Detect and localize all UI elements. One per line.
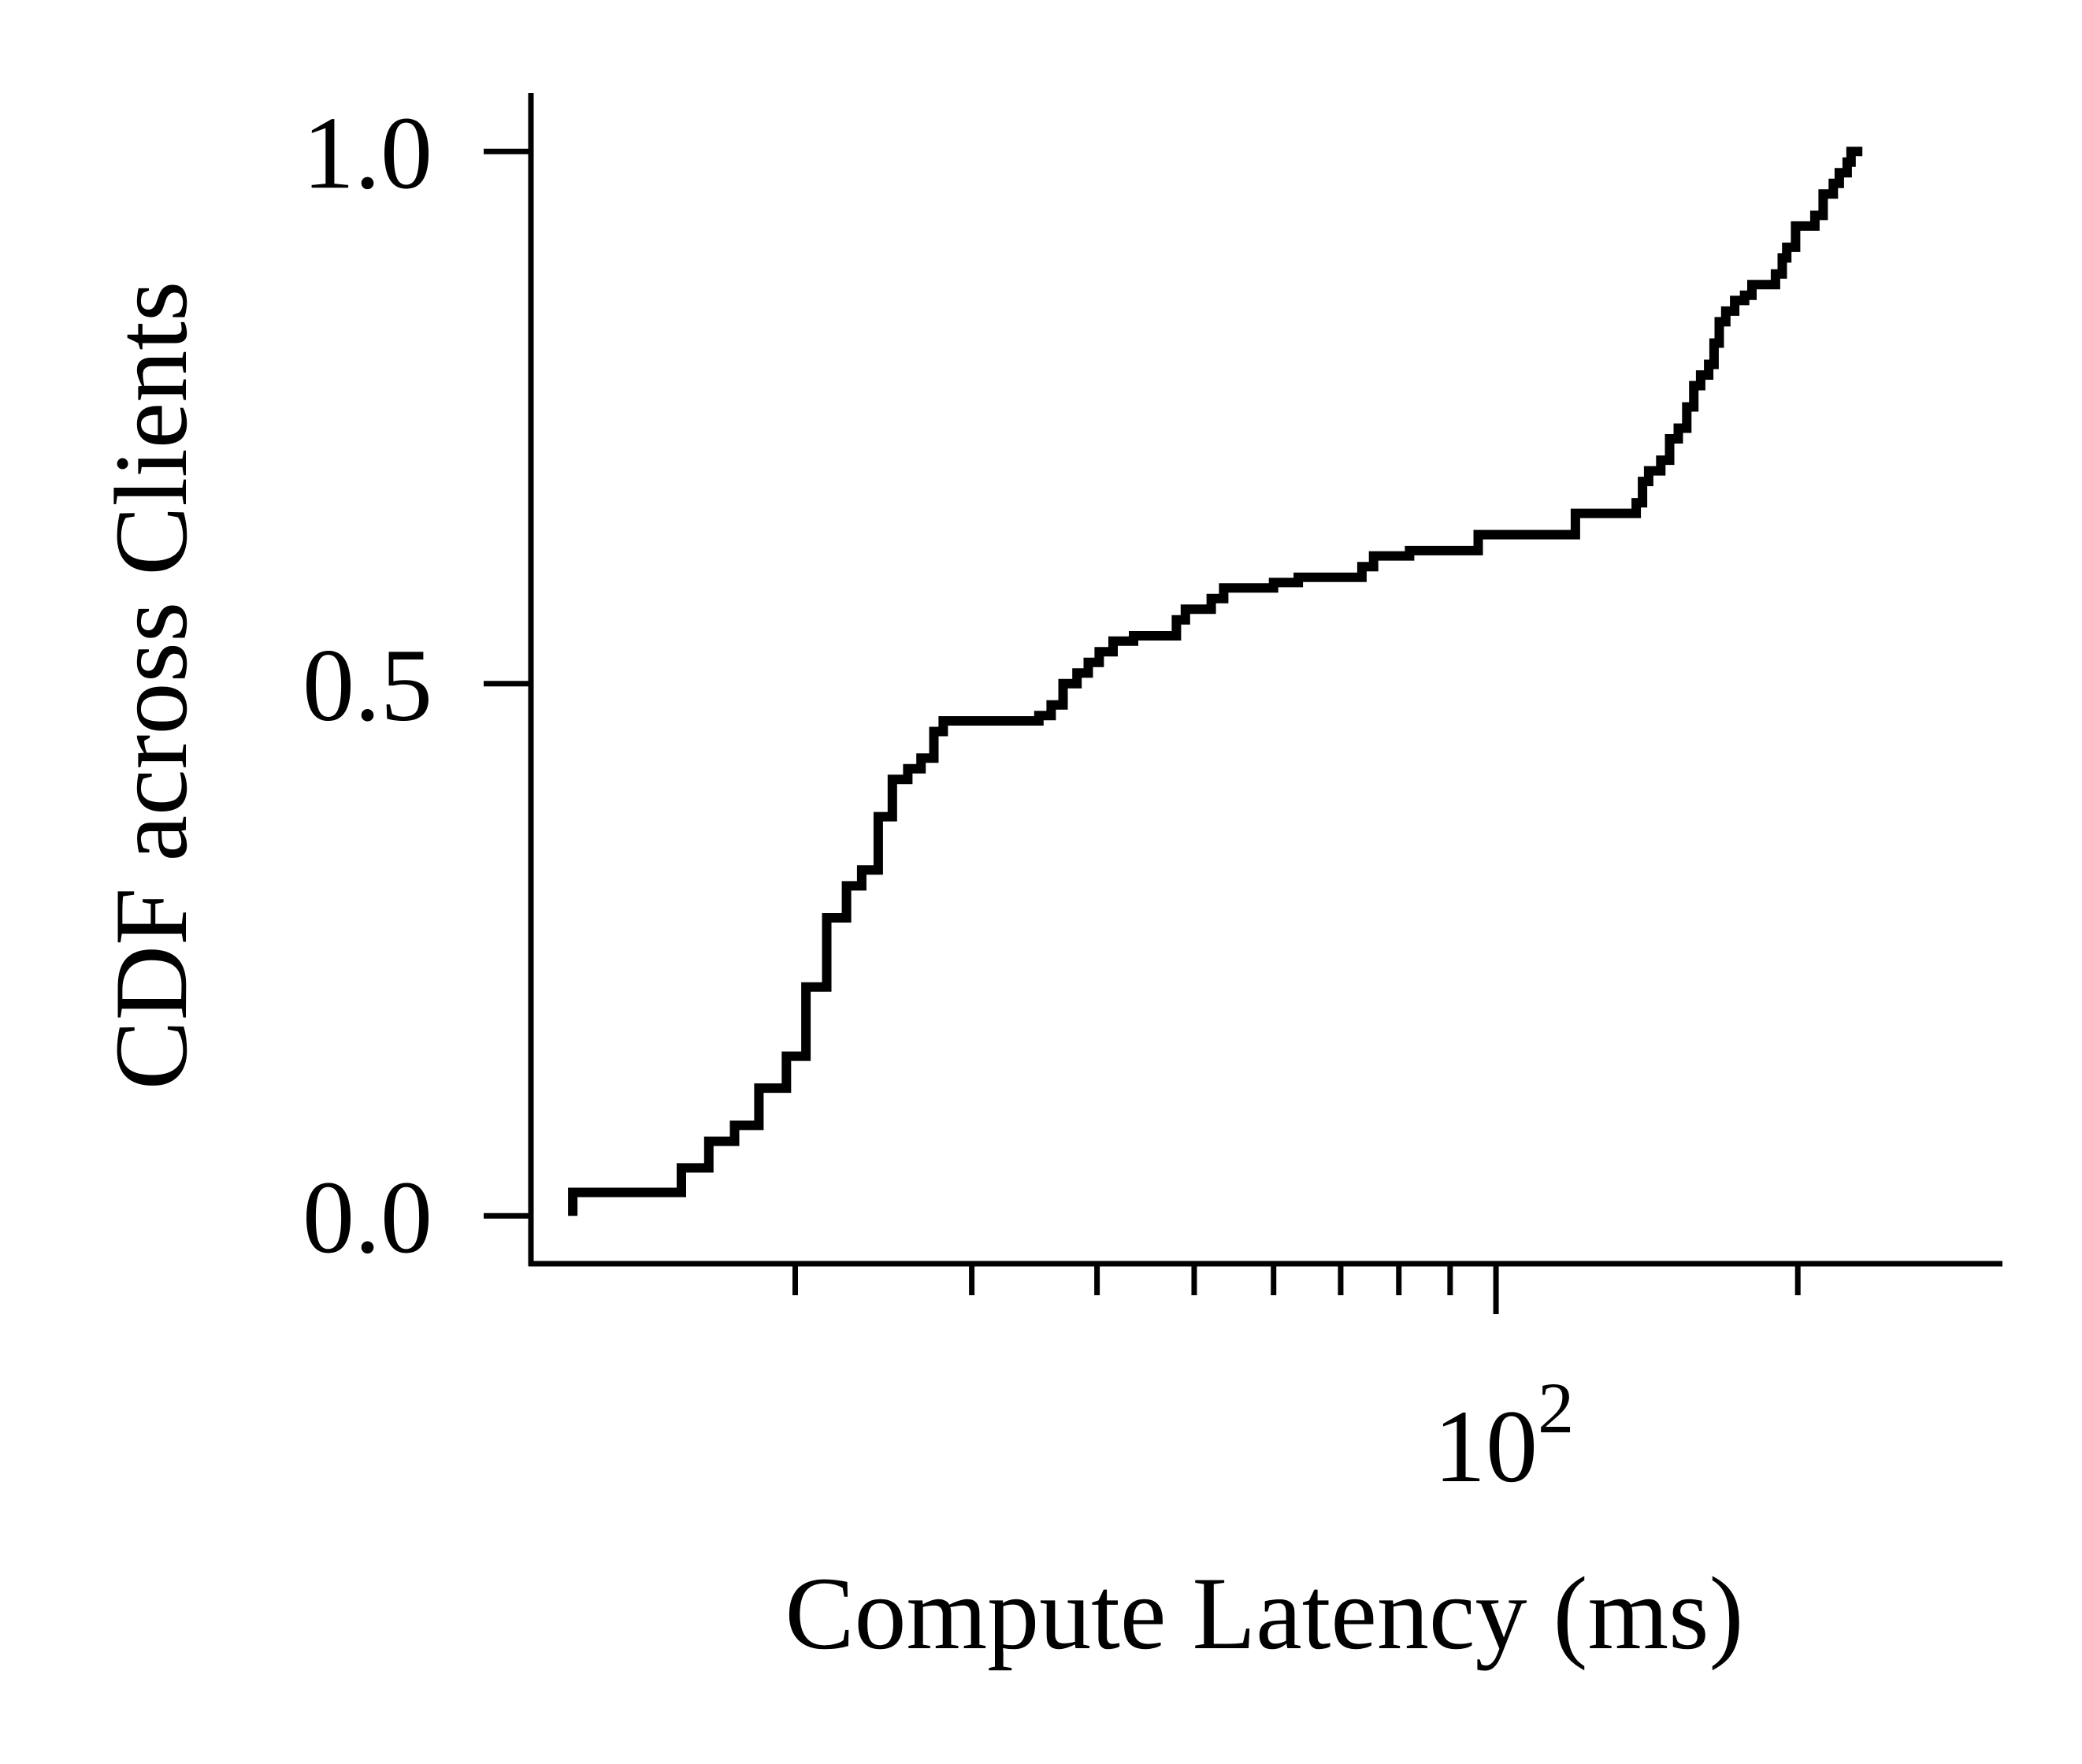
y-tick-label: 0.0 xyxy=(302,1159,432,1275)
cdf-series-line xyxy=(568,147,1863,1216)
x-axis-title: Compute Latency (ms) xyxy=(785,1555,1743,1671)
y-axis-title: CDF across Clients xyxy=(93,281,209,1090)
ticks: 0.0 0.5 1.0 102 xyxy=(302,95,1801,1504)
series-layer xyxy=(568,147,1863,1216)
x-tick-label: 102 xyxy=(1434,1368,1574,1504)
axes xyxy=(528,93,2002,1267)
y-tick-label: 0.5 xyxy=(302,627,432,743)
y-tick-label: 1.0 xyxy=(302,95,432,210)
